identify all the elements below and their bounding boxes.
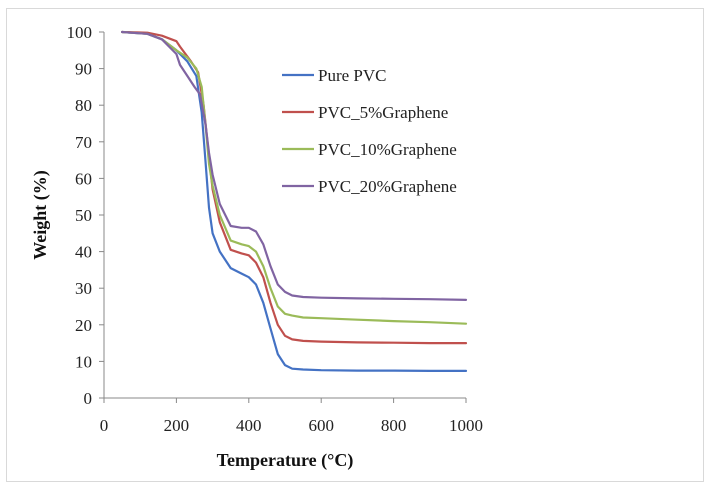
series-line-2 bbox=[120, 30, 468, 325]
y-axis-title: Weight (%) bbox=[30, 170, 51, 260]
x-tick-label: 800 bbox=[381, 416, 407, 435]
y-tick-label: 90 bbox=[75, 60, 92, 79]
y-tick-label: 0 bbox=[84, 389, 93, 408]
legend-label: PVC_5%Graphene bbox=[318, 103, 448, 122]
x-tick-label: 400 bbox=[236, 416, 262, 435]
x-axis-title: Temperature (°C) bbox=[217, 450, 354, 471]
y-tick-label: 20 bbox=[75, 316, 92, 335]
x-tick-label: 0 bbox=[100, 416, 109, 435]
x-tick-label: 200 bbox=[164, 416, 190, 435]
legend: Pure PVC PVC_5%Graphene PVC_10%Graphene PVC… bbox=[282, 66, 457, 196]
x-tick-label: 1000 bbox=[449, 416, 483, 435]
y-tick-label: 60 bbox=[75, 169, 92, 188]
legend-label: PVC_20%Graphene bbox=[318, 177, 457, 196]
legend-label: Pure PVC bbox=[318, 66, 386, 85]
series-line-3 bbox=[120, 30, 468, 301]
y-tick-label: 30 bbox=[75, 279, 92, 298]
x-tick-label: 600 bbox=[308, 416, 334, 435]
y-tick-label: 50 bbox=[75, 206, 92, 225]
y-tick-label: 70 bbox=[75, 133, 92, 152]
y-tick-label: 80 bbox=[75, 96, 92, 115]
y-tick-label: 10 bbox=[75, 352, 92, 371]
axes bbox=[99, 31, 467, 403]
y-tick-label: 100 bbox=[67, 23, 93, 42]
series-line-0 bbox=[120, 30, 468, 372]
legend-label: PVC_10%Graphene bbox=[318, 140, 457, 159]
series-line-1 bbox=[120, 30, 468, 345]
chart-frame bbox=[6, 8, 704, 482]
y-tick-label: 40 bbox=[75, 243, 92, 262]
series-lines bbox=[120, 30, 468, 372]
